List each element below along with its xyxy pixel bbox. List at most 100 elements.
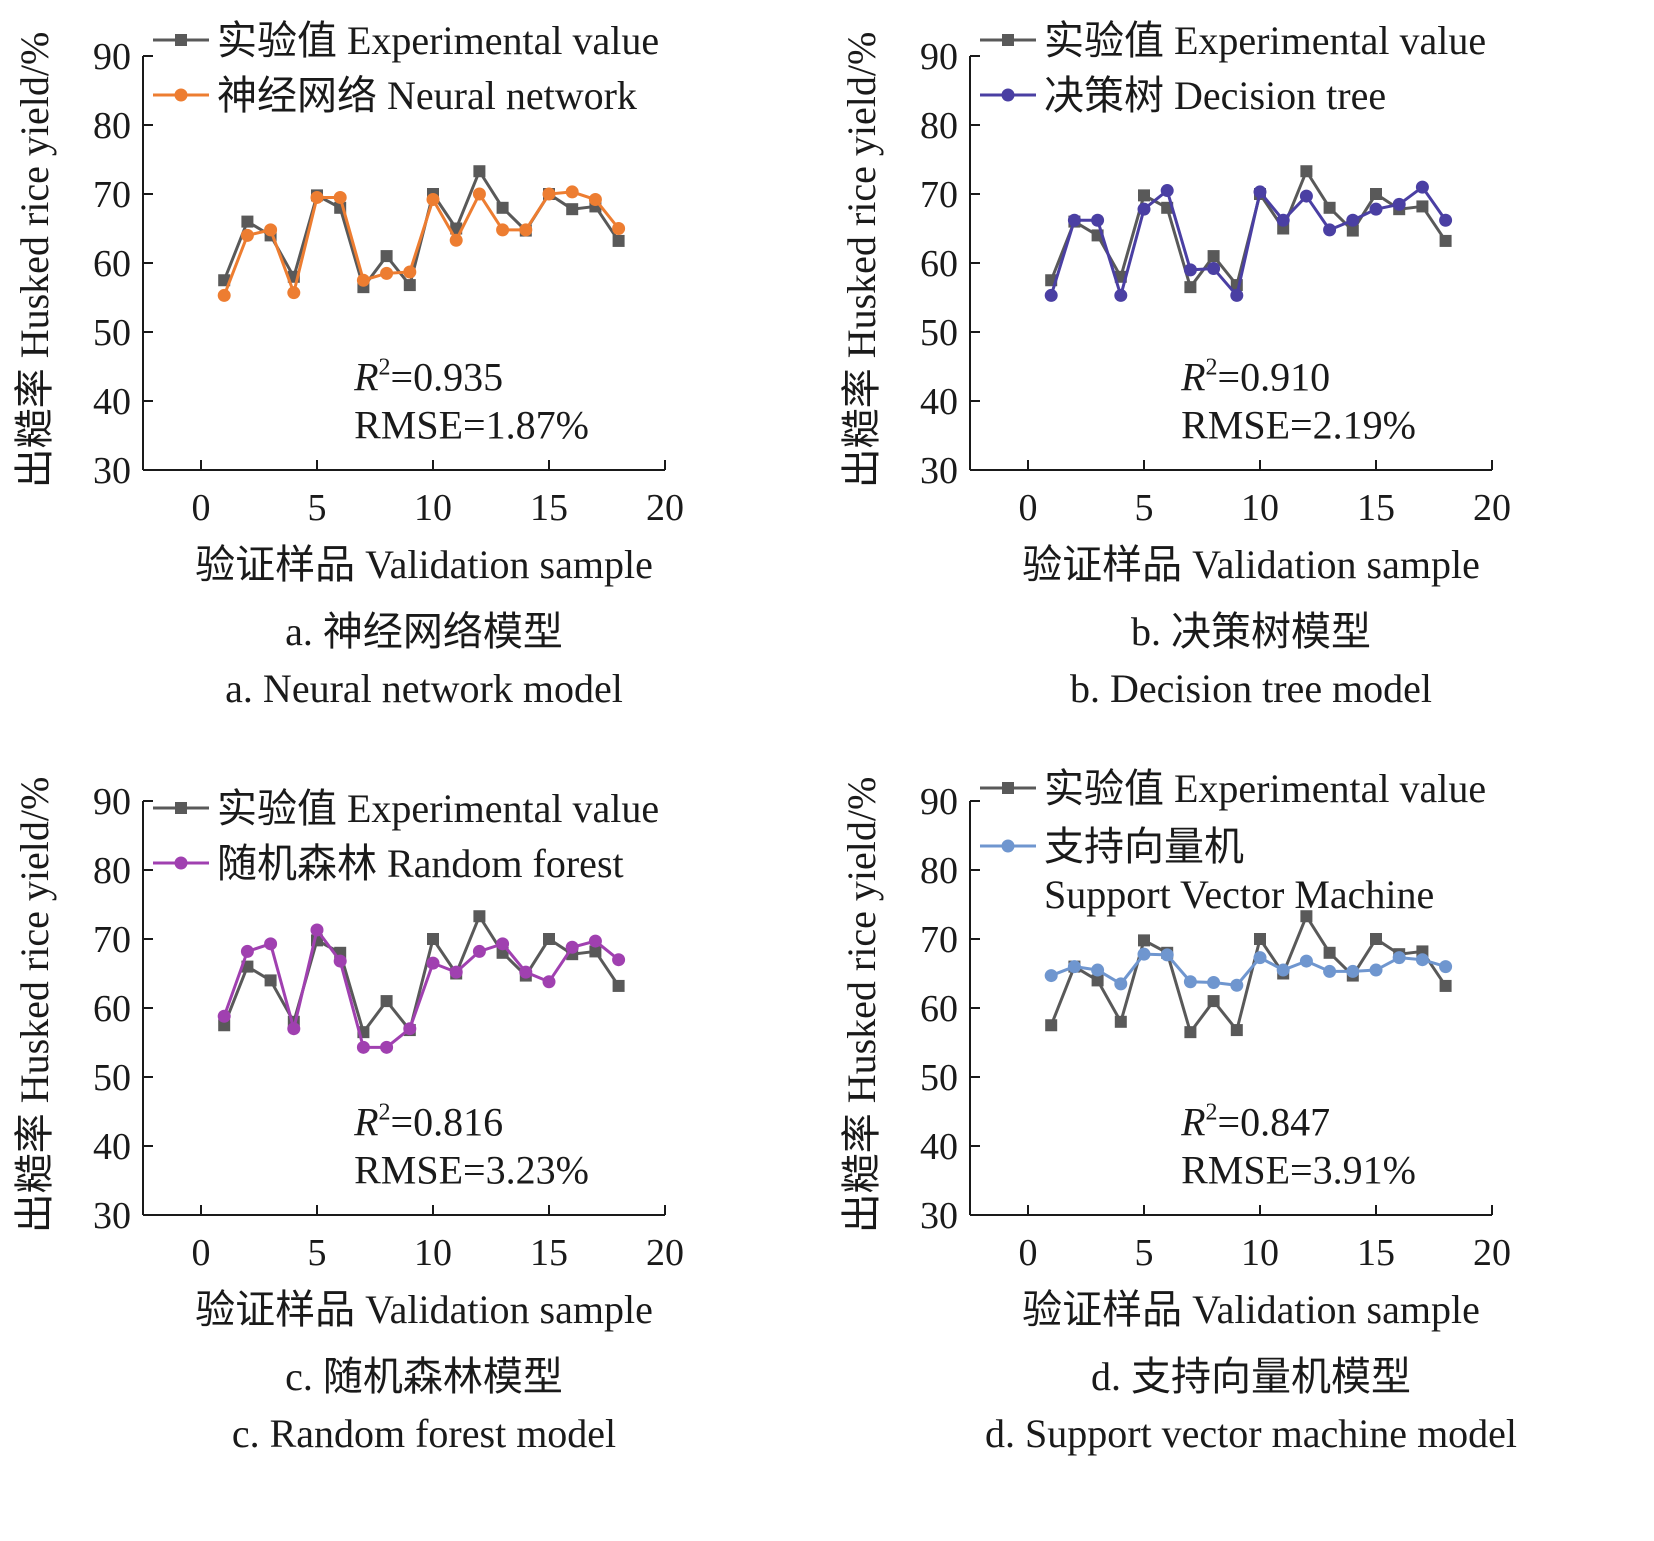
x-tick-label: 20: [646, 1232, 684, 1274]
data-point-model: [1091, 963, 1105, 977]
rmse-annotation: RMSE=1.87%: [354, 403, 589, 448]
legend-label: 实验值 Experimental value: [1044, 766, 1486, 811]
y-tick-label: 70: [93, 919, 131, 961]
legend-marker-circle: [1001, 88, 1015, 102]
data-point-experimental: [1114, 1015, 1127, 1028]
x-tick-label: 20: [1473, 1232, 1511, 1274]
x-axis-label: 验证样品 Validation sample: [195, 1287, 653, 1332]
data-point-experimental: [380, 250, 393, 263]
data-point-experimental: [403, 279, 416, 292]
series-line-experimental: [222, 912, 620, 1036]
data-point-experimental: [1184, 1026, 1197, 1039]
data-point-model: [1137, 202, 1151, 216]
r2-value: =0.910: [1218, 355, 1331, 400]
data-point-experimental: [1346, 224, 1359, 237]
x-tick-label: 0: [192, 1232, 211, 1274]
data-point-experimental: [566, 203, 579, 216]
legend-label: 实验值 Experimental value: [217, 18, 659, 63]
data-point-model: [1369, 202, 1383, 216]
data-point-model: [1415, 953, 1429, 967]
data-point-model: [588, 193, 602, 207]
data-point-model: [565, 940, 579, 954]
y-tick-label: 30: [920, 450, 958, 492]
legend-label-zh: 支持向量机: [1044, 824, 1244, 869]
y-tick-label: 90: [920, 781, 958, 823]
y-tick-label: 40: [93, 381, 131, 423]
data-point-experimental: [1045, 1019, 1058, 1032]
y-tick-label: 30: [920, 1195, 958, 1237]
x-tick-label: 10: [414, 487, 452, 529]
data-point-model: [542, 975, 556, 989]
data-point-experimental: [1439, 979, 1452, 992]
data-point-model: [1346, 964, 1360, 978]
x-tick-label: 10: [1241, 1232, 1279, 1274]
legend-label: 实验值 Experimental value: [217, 786, 659, 831]
chart-panel-d: 30 40 50 60 70 80 90 0 5 10 15 20 验证样品 Validation sa…: [839, 766, 1517, 1456]
legend-label: 实验值 Experimental value: [1044, 18, 1486, 63]
data-point-model: [287, 286, 301, 300]
data-point-experimental: [496, 201, 509, 214]
data-point-experimental: [1300, 165, 1313, 178]
data-point-experimental: [612, 234, 625, 247]
data-point-experimental: [218, 1019, 231, 1032]
r2-annotation: R2=0.935: [353, 355, 503, 400]
data-point-model: [519, 223, 533, 237]
legend-label: 决策树 Decision tree: [1044, 73, 1386, 118]
y-tick-label: 60: [920, 243, 958, 285]
data-point-model: [1392, 197, 1406, 211]
data-point-experimental: [543, 933, 555, 945]
y-tick-label: 70: [93, 174, 131, 216]
y-tick-label: 80: [93, 850, 131, 892]
data-point-model: [1160, 184, 1174, 198]
data-point-experimental: [380, 995, 393, 1008]
data-point-model: [1114, 977, 1128, 991]
legend-label: 神经网络 Neural network: [217, 73, 637, 118]
y-tick-label: 90: [920, 36, 958, 78]
x-tick-label: 0: [192, 487, 211, 529]
legend-marker-square: [175, 802, 187, 814]
data-point-experimental: [1439, 234, 1452, 247]
series-line-experimental: [1049, 912, 1447, 1036]
panel-caption-zh: d. 支持向量机模型: [1091, 1354, 1411, 1399]
x-axis-label: 验证样品 Validation sample: [1022, 542, 1480, 587]
data-point-experimental: [473, 165, 486, 178]
data-point-model: [1299, 189, 1313, 203]
data-point-model: [287, 1022, 301, 1036]
data-point-experimental: [1370, 933, 1382, 945]
y-tick-label: 50: [93, 312, 131, 354]
data-point-model: [217, 288, 231, 302]
r2-annotation: R2=0.816: [353, 1100, 503, 1145]
x-tick-label: 20: [646, 487, 684, 529]
data-point-model: [356, 1040, 370, 1054]
data-point-model: [356, 273, 370, 287]
y-tick-label: 50: [93, 1057, 131, 1099]
data-point-experimental: [241, 215, 254, 228]
data-point-experimental: [1207, 995, 1220, 1008]
data-point-model: [472, 944, 486, 958]
panel-caption-en: c. Random forest model: [232, 1411, 616, 1456]
series-line-model: [222, 926, 620, 1049]
data-point-model: [240, 228, 254, 242]
x-tick-label: 5: [1135, 1232, 1154, 1274]
data-point-model: [1323, 964, 1337, 978]
data-point-model: [403, 265, 417, 279]
x-tick-label: 10: [414, 1232, 452, 1274]
data-point-model: [612, 222, 626, 235]
data-point-model: [1091, 213, 1105, 227]
data-point-model: [264, 937, 278, 951]
data-point-model: [380, 266, 394, 280]
x-tick-label: 0: [1019, 487, 1038, 529]
data-point-experimental: [1323, 201, 1336, 214]
panel-caption-zh: b. 决策树模型: [1131, 609, 1371, 654]
data-point-experimental: [473, 910, 486, 923]
y-tick-label: 50: [920, 1057, 958, 1099]
data-point-model: [333, 954, 347, 968]
data-point-model: [496, 937, 510, 951]
y-tick-label: 60: [93, 243, 131, 285]
x-axis-label: 验证样品 Validation sample: [1022, 1287, 1480, 1332]
data-point-model: [1392, 951, 1406, 965]
x-tick-label: 15: [530, 487, 568, 529]
data-point-model: [426, 956, 440, 970]
y-axis-label: 出糙率 Husked rice yield/%: [12, 777, 57, 1234]
